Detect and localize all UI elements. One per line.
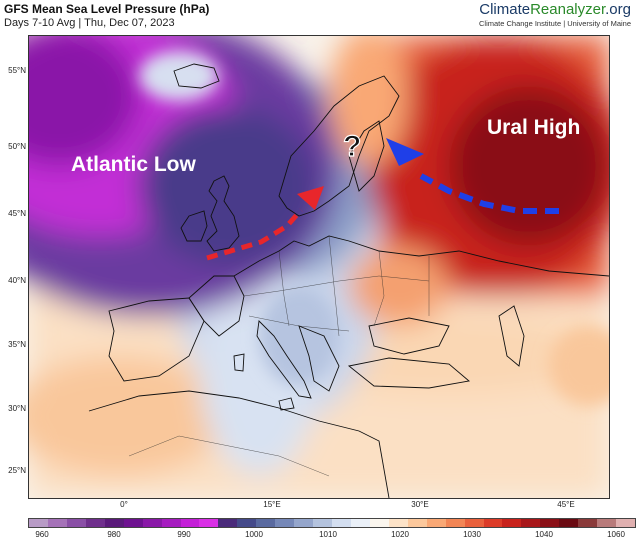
colorbar-swatch [464, 519, 484, 527]
colorbar-swatch [445, 519, 465, 527]
colorbar-swatch [85, 519, 105, 527]
colorbar-swatch [521, 519, 541, 527]
colorbar-swatch [29, 519, 48, 527]
ural-high-label: Ural High [487, 116, 580, 139]
brand-name-3: .org [605, 1, 631, 18]
colorbar-tick-label: 1000 [245, 530, 263, 539]
colorbar-swatch [407, 519, 427, 527]
question-mark: ? [343, 130, 361, 163]
lon-tick-45e: 45°E [557, 500, 575, 509]
colorbar-swatch [294, 519, 314, 527]
lat-tick-50: 50°N [8, 142, 26, 151]
map-canvas: Atlantic Low Ural High ? [29, 36, 609, 498]
colorbar-swatch [161, 519, 181, 527]
blue-arrow-path [419, 173, 559, 214]
red-arrow-head [297, 186, 324, 210]
colorbar-swatch [66, 519, 86, 527]
map-title: GFS Mean Sea Level Pressure (hPa) [4, 2, 210, 16]
colorbar-tick-label: 960 [35, 530, 49, 539]
colorbar-swatch [369, 519, 389, 527]
colorbar-swatch [180, 519, 200, 527]
colorbar-swatch [559, 519, 579, 527]
lon-tick-0: 0° [120, 500, 128, 509]
colorbar-tick-label: 1010 [319, 530, 337, 539]
lat-tick-30: 30°N [8, 404, 26, 413]
lat-tick-55: 55°N [8, 66, 26, 75]
colorbar-tick-label: 980 [107, 530, 121, 539]
colorbar-swatch [616, 519, 635, 527]
colorbar-swatch [142, 519, 162, 527]
pressure-map: Atlantic Low Ural High ? [28, 35, 610, 499]
red-arrow-path [206, 208, 303, 261]
lat-tick-40: 40°N [8, 276, 26, 285]
colorbar-swatch [199, 519, 219, 527]
blue-arrow-head [386, 138, 424, 166]
colorbar-swatch [350, 519, 370, 527]
colorbar [28, 518, 636, 528]
colorbar-swatch [502, 519, 522, 527]
brand-name-1: Climate [479, 1, 531, 18]
colorbar-swatch [426, 519, 446, 527]
colorbar-swatch [483, 519, 503, 527]
pressure-field [29, 36, 609, 498]
colorbar-tick-label: 1020 [391, 530, 409, 539]
colorbar-swatch [123, 519, 143, 527]
colorbar-swatch [332, 519, 351, 527]
colorbar-tick-label: 1030 [463, 530, 481, 539]
colorbar-swatch [597, 519, 617, 527]
pressure-field-detail [139, 51, 609, 406]
colorbar-swatch [540, 519, 560, 527]
colorbar-swatch [47, 519, 67, 527]
colorbar-swatch [388, 519, 408, 527]
colorbar-swatch [578, 519, 598, 527]
lat-tick-35: 35°N [8, 340, 26, 349]
colorbar-swatch [104, 519, 124, 527]
colorbar-swatch [218, 519, 238, 527]
colorbar-swatch [275, 519, 295, 527]
lat-tick-25: 25°N [8, 466, 26, 475]
colorbar-swatch [237, 519, 257, 527]
colorbar-swatch [313, 519, 332, 527]
colorbar-swatch [256, 519, 276, 527]
colorbar-tick-label: 990 [177, 530, 191, 539]
brand-logo: ClimateReanalyzer.org [479, 1, 631, 18]
borders [128, 235, 430, 477]
atlantic-low-label: Atlantic Low [71, 153, 196, 176]
lat-tick-45: 45°N [8, 209, 26, 218]
brand-name-2: Reanalyzer [530, 1, 606, 18]
brand-subtitle: Climate Change Institute | University of… [478, 19, 631, 28]
lon-tick-30e: 30°E [411, 500, 429, 509]
map-subtitle: Days 7-10 Avg | Thu, Dec 07, 2023 [4, 17, 175, 29]
colorbar-tick-label: 1040 [535, 530, 553, 539]
lon-tick-15e: 15°E [263, 500, 281, 509]
colorbar-tick-label: 1060 [607, 530, 625, 539]
